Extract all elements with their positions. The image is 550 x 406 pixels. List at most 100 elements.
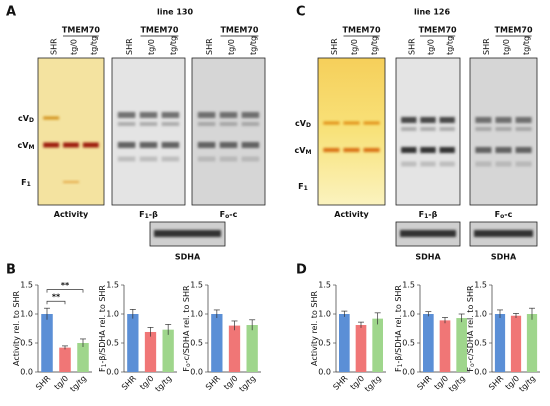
y-tick-label: 0.5	[106, 339, 119, 348]
gel-band	[241, 156, 260, 162]
band-label-main: cV	[295, 146, 307, 155]
panel-letter: B	[6, 263, 16, 278]
lane-label: SHR	[330, 38, 339, 55]
x-tick-label: tg/tg	[517, 374, 537, 394]
y-tick-label: 1.0	[190, 310, 203, 319]
group-label: TMEM70	[419, 26, 457, 35]
gel-band	[475, 127, 492, 131]
bar	[456, 318, 467, 372]
y-axis-title-main: F	[98, 367, 107, 372]
y-axis-title-sub: o	[469, 363, 476, 367]
gel-band	[139, 112, 158, 118]
gel-band	[241, 112, 260, 118]
lane-label: tg/0	[227, 39, 236, 55]
y-tick-label: 0.0	[20, 368, 33, 377]
y-tick-label: 0.5	[20, 339, 33, 348]
loading-label: SDHA	[415, 253, 441, 262]
gel-band	[323, 148, 340, 152]
y-tick-label: 1.0	[402, 310, 415, 319]
bar	[339, 314, 350, 372]
gel-band	[139, 142, 158, 148]
significance-bracket	[46, 300, 66, 305]
blot-label-tail: -c	[504, 210, 512, 219]
blot-label: F1-β	[419, 210, 438, 220]
lane-label: SHR	[407, 38, 416, 55]
blot-label-sub: 1	[145, 213, 149, 220]
y-tick-label: 0.0	[318, 368, 331, 377]
loading-band	[400, 230, 456, 237]
gel	[317, 57, 386, 206]
band-label-main: F	[21, 178, 26, 187]
y-tick-label: 1.0	[106, 310, 119, 319]
x-tick-label: tg/tg	[363, 374, 383, 394]
band-label: F1	[298, 182, 308, 192]
y-tick-label: 1.0	[20, 310, 33, 319]
bar	[144, 331, 157, 372]
bar	[41, 314, 53, 372]
blot-label-main: F	[139, 210, 144, 219]
gel-band	[197, 142, 216, 148]
gel	[191, 57, 266, 206]
gel-band	[219, 156, 238, 162]
y-axis-title-tail: -c/SDHA rel. to SHR	[466, 285, 475, 363]
gel-band	[439, 117, 455, 123]
band-label-sub: M	[28, 144, 34, 151]
bar	[355, 325, 367, 372]
bar	[494, 314, 506, 372]
band-label: cVM	[18, 141, 35, 151]
bar	[228, 325, 241, 372]
gel-band	[420, 117, 436, 123]
loading-band	[154, 230, 221, 237]
gel-band	[363, 148, 380, 152]
lane-label: tg/0	[350, 39, 359, 55]
lane-label: tg/tg	[446, 36, 455, 55]
band-label-sub: 1	[27, 181, 31, 188]
gel-band	[117, 112, 136, 118]
lane-label: tg/0	[147, 39, 156, 55]
gel-band	[117, 142, 136, 148]
bar	[526, 314, 538, 372]
gel	[37, 57, 105, 206]
panel-letter: C	[296, 5, 306, 20]
y-axis-title-tail: -β/SDHA rel. to SHR	[98, 285, 107, 364]
gel-band	[139, 122, 158, 126]
bar	[162, 329, 174, 372]
lane-label: tg/0	[502, 39, 511, 55]
gel-band	[401, 147, 417, 153]
band-label: cVD	[295, 119, 311, 129]
bar	[211, 314, 223, 372]
blot-label: Activity	[54, 210, 89, 219]
blot-label-sub: o	[500, 213, 504, 220]
gel-band	[495, 161, 512, 167]
x-tick-label: tg/tg	[68, 374, 88, 394]
gel-band	[219, 122, 238, 126]
lane-label: tg/tg	[370, 36, 379, 55]
gel-band	[439, 147, 455, 153]
bar	[246, 325, 258, 372]
line-label: line 126	[414, 8, 451, 17]
gel-band	[439, 161, 455, 167]
gel-band	[495, 117, 512, 123]
y-tick-label: 0.0	[106, 368, 119, 377]
lane-label: tg/tg	[169, 36, 178, 55]
gel-band	[219, 112, 238, 118]
lane-label: tg/tg	[89, 36, 98, 55]
significance-label: **	[52, 293, 61, 302]
y-axis-title: Activity rel. to SHR	[310, 291, 319, 366]
band-label-main: cV	[18, 141, 30, 150]
y-tick-label: 1.5	[20, 281, 33, 290]
gel-band	[420, 147, 436, 153]
blot-label: Fo-c	[495, 210, 513, 220]
y-tick-label: 0.5	[474, 339, 487, 348]
gel-band	[197, 122, 216, 126]
gel-band	[515, 161, 532, 167]
x-tick-label: tg/tg	[153, 374, 173, 394]
y-axis-title: F1-β/SDHA rel. to SHR	[98, 285, 108, 372]
lane-label: SHR	[205, 38, 214, 55]
y-tick-label: 0.0	[402, 368, 415, 377]
y-tick-label: 0.0	[474, 368, 487, 377]
gel-band	[515, 117, 532, 123]
bar	[59, 347, 71, 372]
group-label: TMEM70	[220, 26, 258, 35]
blot-label-sub: 1	[424, 213, 428, 220]
